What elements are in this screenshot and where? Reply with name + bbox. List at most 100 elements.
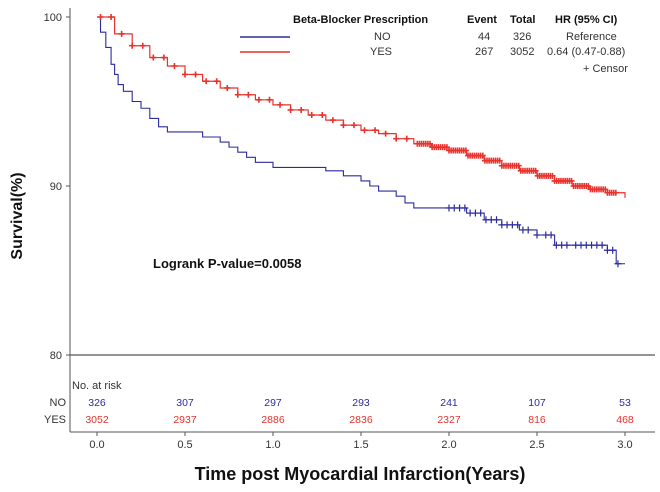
risk-value-yes: 468 [616, 414, 634, 426]
censor-mark [361, 127, 368, 134]
censor-mark [382, 130, 389, 137]
logrank-annotation: Logrank P-value=0.0058 [153, 256, 302, 271]
censor-mark [203, 78, 210, 85]
risk-value-no: 297 [264, 397, 282, 409]
y-axis-label: Survival(%) [9, 172, 26, 259]
censor-mark [350, 122, 357, 129]
censor-mark [612, 189, 619, 196]
censor-mark [255, 96, 262, 103]
censor-mark [496, 157, 503, 164]
survival-curve-no [97, 16, 625, 265]
censor-mark [609, 246, 617, 254]
censor-mark [171, 63, 178, 70]
risk-value-no: 307 [176, 397, 194, 409]
legend-header-total: Total [510, 14, 535, 26]
legend-header-hr: HR (95% CI) [555, 14, 618, 26]
censor-mark [150, 54, 157, 61]
censor-mark [598, 241, 606, 249]
censor-mark [224, 84, 231, 91]
censor-mark [108, 14, 115, 20]
x-tick-label: 1.0 [265, 439, 280, 451]
y-tick-label: 90 [50, 181, 62, 193]
censor-mark [443, 144, 450, 151]
x-tick-label: 2.5 [529, 439, 544, 451]
survival-curve-yes [97, 16, 626, 198]
y-tick-label: 80 [50, 350, 62, 362]
censor-mark [393, 135, 400, 142]
censor-marks-yes [97, 14, 619, 196]
x-ticks: 0.0 0.5 1.0 1.5 2.0 2.5 3.0 [89, 432, 633, 451]
censor-mark [118, 30, 125, 37]
censor-mark [563, 241, 571, 249]
legend-header-group: Beta-Blocker Prescription [293, 14, 428, 26]
risk-group-yes: YES [44, 414, 66, 426]
censor-mark [340, 122, 347, 129]
censor-mark [461, 204, 469, 212]
censor-mark [403, 135, 410, 142]
x-tick-label: 0.0 [89, 439, 104, 451]
risk-value-yes: 3052 [85, 414, 109, 426]
censor-mark [308, 112, 315, 119]
censor-mark [533, 231, 541, 239]
legend-label-no: NO [374, 31, 391, 43]
censor-mark [234, 91, 241, 98]
censor-mark [585, 183, 592, 189]
legend-total-no: 326 [513, 31, 531, 43]
censor-mark [192, 71, 199, 78]
risk-values: 326 307 297 293 241 107 53 3052 2937 2886 2836 2327… [85, 397, 634, 426]
censor-mark [97, 14, 104, 20]
legend-censor-note: + Censor [583, 63, 628, 75]
x-tick-label: 1.5 [353, 439, 368, 451]
x-axis-label: Time post Myocardial Infarction(Years) [195, 464, 526, 484]
x-tick-label: 3.0 [617, 439, 632, 451]
plot-frame [69, 8, 655, 433]
risk-value-yes: 2836 [349, 414, 373, 426]
risk-table: No. at risk NO YES 326 307 297 293 241 107 533… [44, 380, 634, 426]
risk-value-no: 107 [528, 397, 546, 409]
censor-mark [329, 117, 336, 124]
legend-hr-yes: 0.64 (0.47-0.88) [547, 46, 625, 58]
legend-label-yes: YES [370, 46, 392, 58]
censor-mark [287, 106, 294, 113]
risk-value-no: 326 [88, 397, 106, 409]
censor-mark [532, 167, 539, 174]
censor-mark [426, 140, 433, 147]
risk-group-no: NO [50, 397, 67, 409]
legend-total-yes: 3052 [510, 46, 534, 58]
censor-mark [515, 162, 522, 169]
censor-mark [514, 221, 522, 229]
censor-mark [298, 106, 305, 113]
legend: Beta-Blocker Prescription Event Total HR… [240, 14, 628, 75]
censor-mark [614, 260, 622, 268]
risk-value-yes: 2327 [437, 414, 461, 426]
censor-mark [549, 172, 556, 179]
censor-mark [182, 71, 188, 78]
censor-mark [245, 91, 252, 98]
censor-mark [462, 147, 469, 154]
risk-value-no: 53 [619, 397, 631, 409]
censor-mark [372, 127, 379, 134]
risk-table-title: No. at risk [72, 380, 122, 392]
y-ticks: 80 90 100 [44, 12, 70, 362]
legend-header-event: Event [467, 14, 497, 26]
censor-mark [160, 54, 167, 61]
legend-event-yes: 267 [475, 46, 493, 58]
censor-mark [568, 177, 575, 184]
censor-mark [213, 78, 220, 85]
censor-mark [524, 226, 532, 234]
censor-mark [547, 231, 555, 239]
risk-value-yes: 2886 [261, 414, 285, 426]
series-layer [97, 14, 626, 268]
censor-mark [602, 186, 609, 193]
risk-value-yes: 2937 [173, 414, 197, 426]
censor-mark [493, 216, 501, 224]
censor-mark [266, 96, 273, 103]
censor-mark [479, 152, 486, 159]
censor-marks-no [445, 204, 622, 268]
risk-value-yes: 816 [528, 414, 546, 426]
y-tick-label: 100 [44, 12, 62, 24]
x-tick-label: 0.5 [177, 439, 192, 451]
censor-mark [129, 42, 136, 49]
censor-mark [319, 112, 326, 119]
